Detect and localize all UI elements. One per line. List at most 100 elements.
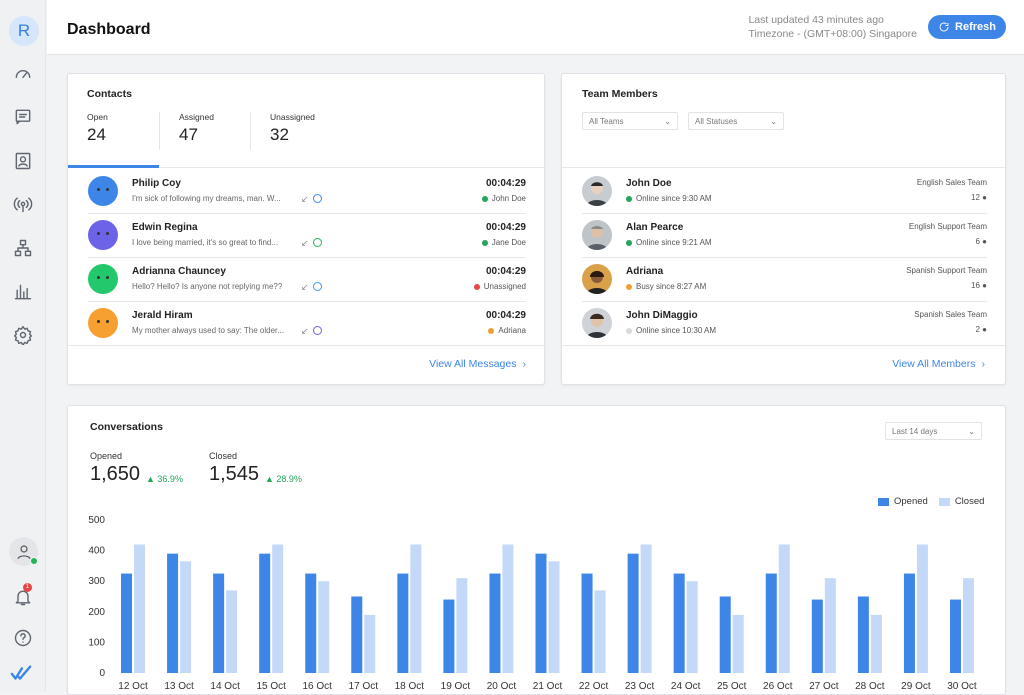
bar-closed[interactable] [456,578,468,673]
contact-row[interactable]: Edwin Regina I love being married, it's … [68,213,546,257]
member-status: Online since 10:30 AM [626,326,716,335]
bar-closed[interactable] [502,544,514,673]
contacts-icon[interactable] [12,150,34,172]
user-profile-avatar[interactable] [9,537,38,566]
stat-unassigned[interactable]: Unassigned 32 [270,112,315,145]
bar-closed[interactable] [180,561,192,673]
bar-closed[interactable] [272,544,284,673]
y-tick-label: 400 [88,546,105,557]
legend-label-closed: Closed [954,496,985,507]
contact-avatar [88,176,118,206]
bar-closed[interactable] [364,614,376,673]
view-all-members-link[interactable]: View All Members › [892,358,985,370]
stat-assigned[interactable]: Assigned 47 [179,112,214,145]
bar-closed[interactable] [962,578,974,673]
bar-closed[interactable] [594,590,606,673]
contact-row[interactable]: Philip Coy I'm sick of following my drea… [68,169,546,213]
contacts-card: Contacts Open 24 Assigned 47 Unassigned 32 … [67,73,546,385]
member-row[interactable]: John DiMaggio Online since 10:30 AM Span… [562,301,1007,345]
bar-opened[interactable] [443,599,455,673]
org-chart-icon[interactable] [12,237,34,259]
bar-opened[interactable] [949,599,961,673]
bar-opened[interactable] [397,573,409,673]
bar-opened[interactable] [259,553,271,673]
date-range-dropdown[interactable]: Last 14 days ⌄ [885,422,982,440]
bar-opened[interactable] [857,596,869,674]
help-icon[interactable] [12,627,34,649]
bar-opened[interactable] [351,596,363,674]
bar-closed[interactable] [824,578,836,673]
assignee-name: John Doe [491,194,526,203]
member-photo [582,220,612,250]
refresh-button[interactable]: Refresh [928,15,1006,39]
date-range-value: Last 14 days [892,426,938,436]
bar-opened[interactable] [489,573,501,673]
bar-opened[interactable] [811,599,823,673]
y-tick-label: 200 [88,607,105,618]
bar-closed[interactable] [640,544,652,673]
bar-opened[interactable] [719,596,731,674]
member-row[interactable]: Alan Pearce Online since 9:21 AM English… [562,213,1007,257]
bar-opened[interactable] [581,573,593,673]
contact-avatar [88,308,118,338]
incoming-arrow-icon: ↙ [301,326,309,336]
divider [88,213,526,214]
member-contact-count: 2 ● [975,325,987,334]
closed-value: 1,545 [209,463,260,485]
member-team: Spanish Sales Team [914,310,987,319]
team-members-card: Team Members All Teams ⌄ All Statuses ⌄ Jo… [561,73,1007,385]
bar-opened[interactable] [903,573,915,673]
bar-closed[interactable] [410,544,422,673]
bar-closed[interactable] [916,544,928,673]
member-name: John DiMaggio [626,310,698,321]
member-count-value: 16 [971,281,980,290]
contact-row[interactable]: Jerald Hiram My mother always used to sa… [68,301,546,345]
stat-open[interactable]: Open 24 [87,112,108,145]
settings-icon[interactable] [12,324,34,346]
view-all-messages-link[interactable]: View All Messages › [429,358,526,370]
bar-opened[interactable] [673,573,685,673]
member-row[interactable]: Adriana Busy since 8:27 AM Spanish Suppo… [562,257,1007,301]
x-tick-label: 26 Oct [763,681,793,692]
bar-closed[interactable] [732,614,744,673]
bar-closed[interactable] [870,614,882,673]
contact-avatar [88,264,118,294]
contact-name: Jerald Hiram [132,310,193,321]
divider [68,345,546,346]
workspace-avatar[interactable]: R [9,16,39,46]
conversations-title: Conversations [90,421,163,433]
reports-icon[interactable] [12,281,34,303]
bar-closed[interactable] [226,590,238,673]
messages-icon[interactable] [12,106,34,128]
member-status-text: Online since 9:21 AM [636,238,712,247]
broadcast-icon[interactable] [12,193,34,215]
bar-opened[interactable] [535,553,547,673]
status-dot [626,195,632,202]
bar-closed[interactable] [686,581,698,673]
bar-opened[interactable] [627,553,639,673]
bar-closed[interactable] [778,544,790,673]
member-row[interactable]: John Doe Online since 9:30 AM English Sa… [562,169,1007,213]
x-tick-label: 29 Oct [901,681,931,692]
bar-closed[interactable] [318,581,330,673]
opened-delta: ▲ 36.9% [146,474,183,484]
contact-row[interactable]: Adrianna Chauncey Hello? Hello? Is anyon… [68,257,546,301]
bar-opened[interactable] [167,553,179,673]
bar-opened[interactable] [305,573,317,673]
member-status-text: Online since 9:30 AM [636,194,712,203]
team-filter-dropdown[interactable]: All Teams ⌄ [582,112,678,130]
speedometer-icon[interactable] [12,63,34,85]
bar-closed[interactable] [548,561,560,673]
status-filter-dropdown[interactable]: All Statuses ⌄ [688,112,784,130]
contact-name: Philip Coy [132,178,181,189]
bar-opened[interactable] [121,573,133,673]
bar-opened[interactable] [213,573,225,673]
conversations-bar-chart: 0 100 200 300 400 500 12 Oct 13 Oct 14 Oct 15 Oct… [88,515,977,692]
bar-opened[interactable] [765,573,777,673]
assignee-name: Adriana [498,326,526,335]
trend-up-icon: ▲ [265,474,277,484]
bar-closed[interactable] [134,544,146,673]
notifications-bell-icon[interactable]: 1 [12,583,34,608]
closed-delta: ▲ 28.9% [265,474,302,484]
member-team: English Sales Team [916,178,987,187]
